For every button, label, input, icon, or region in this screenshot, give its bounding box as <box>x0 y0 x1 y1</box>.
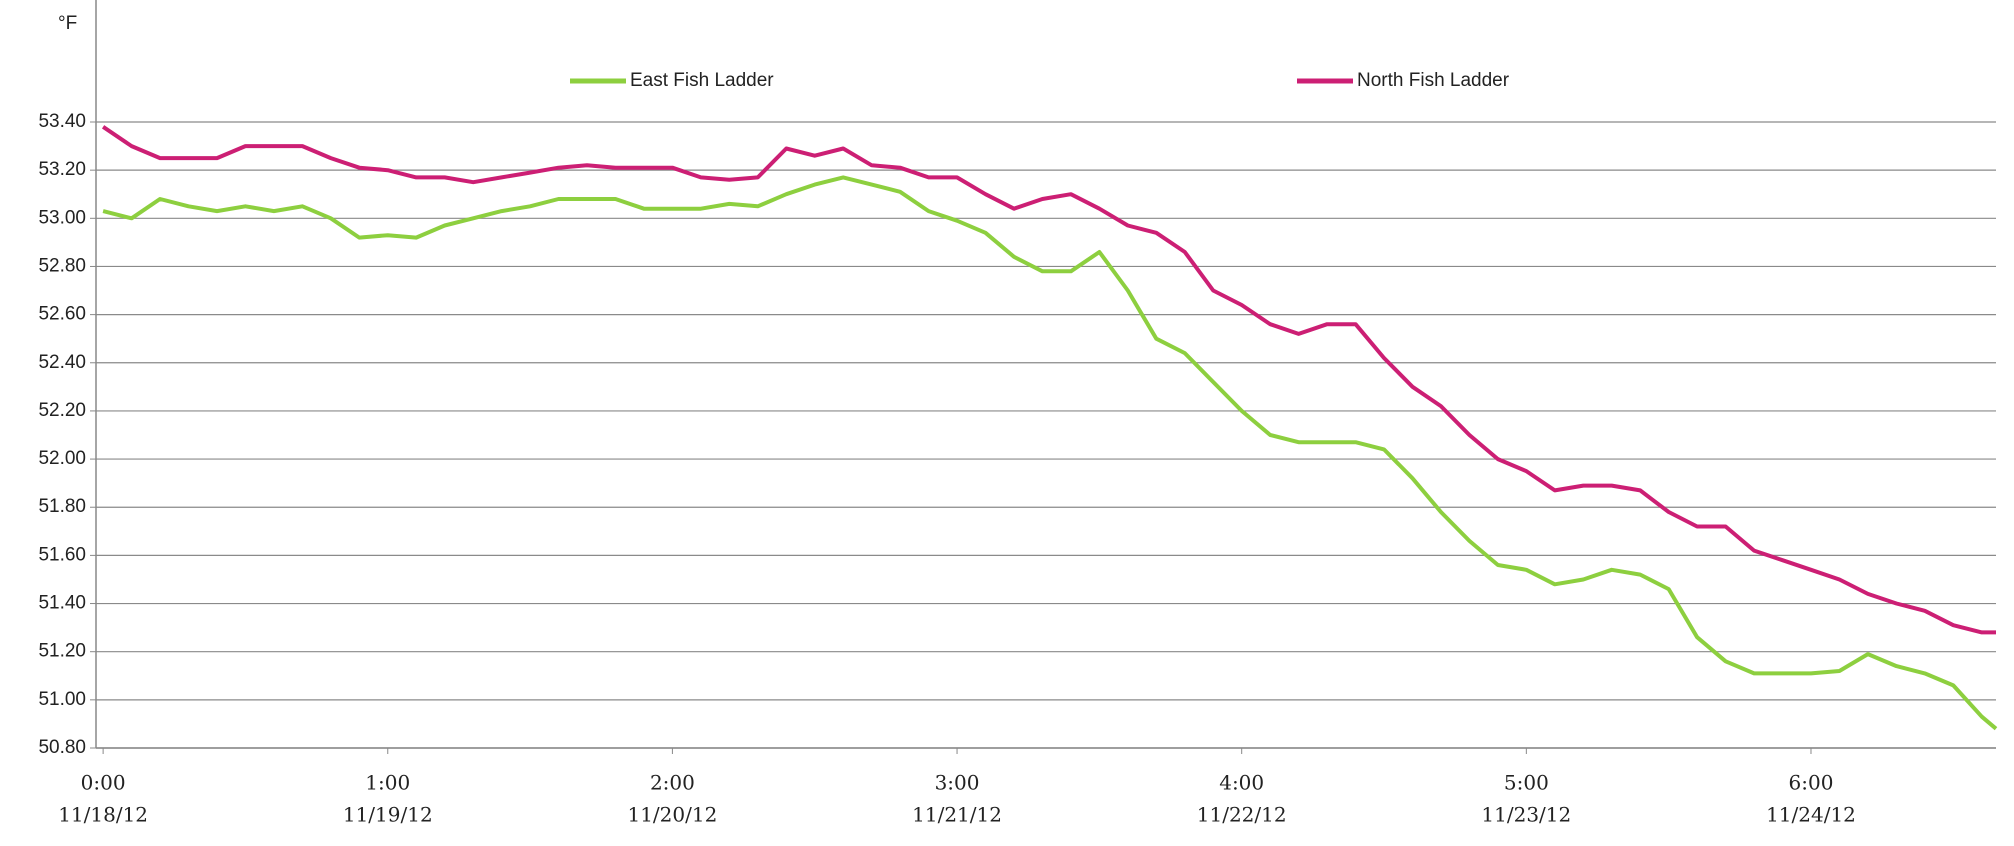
x-tick-label: 11/19/12 <box>343 803 433 827</box>
x-tick-label: 6:00 <box>1789 771 1834 795</box>
series-line <box>101 125 1996 635</box>
x-tick-label: 11/23/12 <box>1481 803 1571 827</box>
x-tick-label: 0:00 <box>81 771 126 795</box>
legend-label: North Fish Ladder <box>1357 70 1510 91</box>
y-tick-label: 53.20 <box>38 159 86 180</box>
y-tick-label: 51.20 <box>38 641 86 662</box>
y-tick-label: 51.60 <box>38 544 86 565</box>
y-tick-label: 51.40 <box>38 593 86 614</box>
x-tick-label: 4:00 <box>1219 771 1264 795</box>
x-tick-label: 11/22/12 <box>1197 803 1287 827</box>
y-tick-label: 50.80 <box>38 737 86 758</box>
y-tick-label: 53.40 <box>38 111 86 132</box>
y-tick-label: 52.20 <box>38 400 86 421</box>
y-tick-label: 52.40 <box>38 352 86 373</box>
x-tick-label: 2:00 <box>650 771 695 795</box>
y-tick-label: 51.00 <box>38 689 86 710</box>
series-line <box>102 175 1998 731</box>
x-tick-label: 5:00 <box>1504 771 1549 795</box>
x-tick-label: 11/18/12 <box>58 803 148 827</box>
y-tick-label: 53.00 <box>38 207 86 228</box>
y-unit: °F <box>58 13 77 34</box>
legend-label: East Fish Ladder <box>630 70 774 91</box>
y-tick-label: 52.60 <box>38 304 86 325</box>
y-tick-label: 51.80 <box>38 496 86 517</box>
x-tick-label: 1:00 <box>365 771 410 795</box>
x-tick-label: 11/20/12 <box>627 803 717 827</box>
x-tick-label: 11/24/12 <box>1766 803 1856 827</box>
y-tick-label: 52.00 <box>38 448 86 469</box>
x-tick-label: 11/21/12 <box>912 803 1002 827</box>
y-tick-label: 52.80 <box>38 255 86 276</box>
x-tick-label: 3:00 <box>935 771 980 795</box>
